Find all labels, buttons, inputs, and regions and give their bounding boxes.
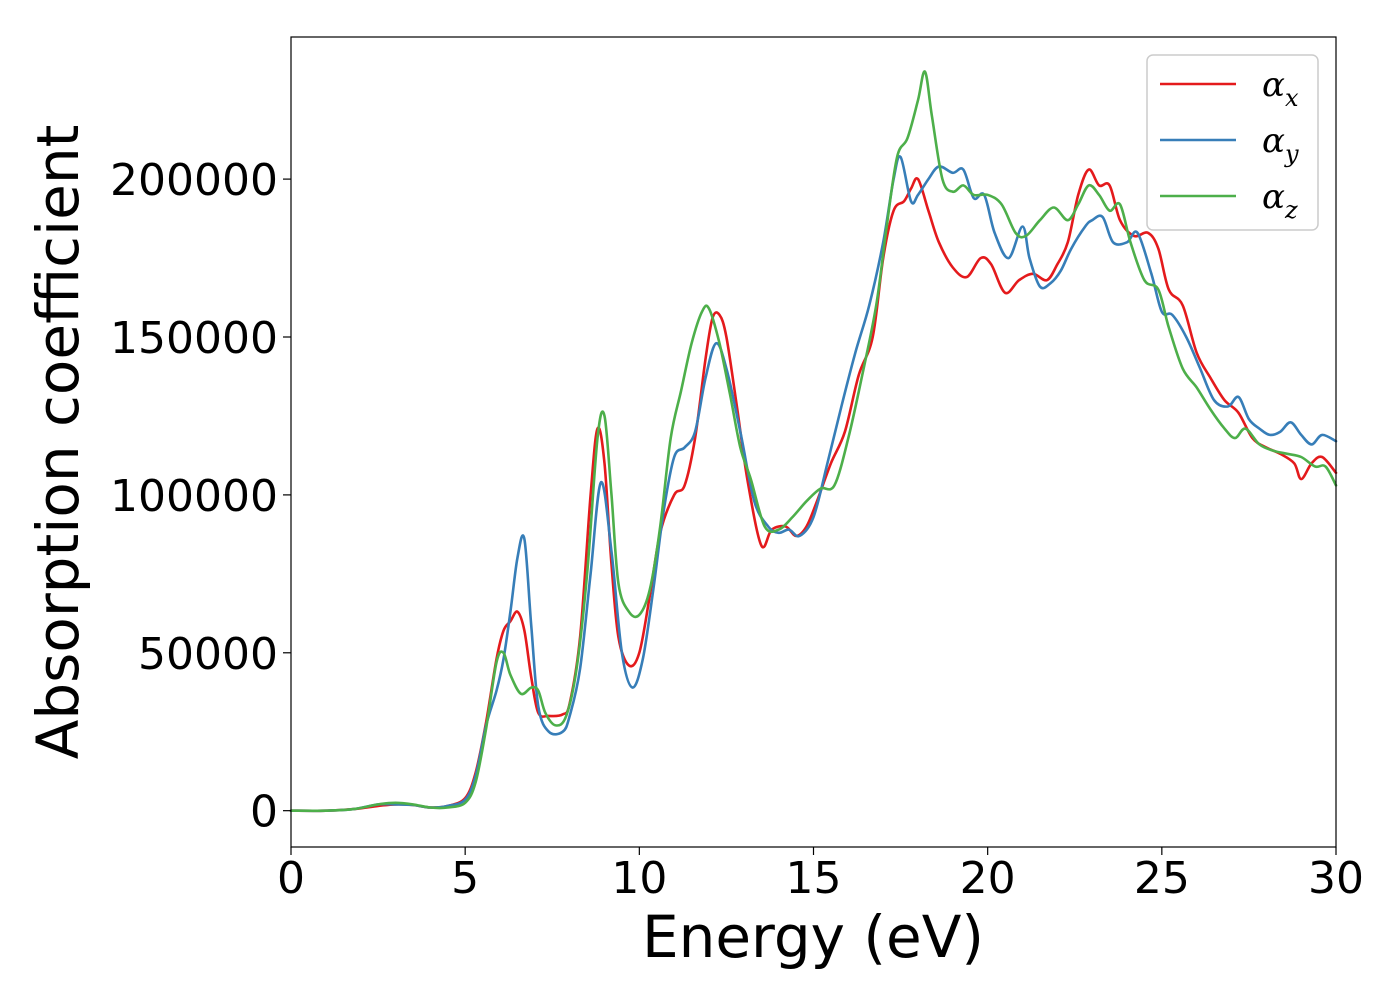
y-tick-label: 200000 xyxy=(110,155,278,206)
legend-label-x: αx xyxy=(1262,65,1299,112)
y-tick-label: 100000 xyxy=(110,471,278,522)
y-tick-label: 50000 xyxy=(138,629,278,680)
series-lines xyxy=(289,70,1338,813)
legend: αx αy αz xyxy=(1146,54,1319,231)
y-axis-label: Absorption coefficient xyxy=(24,125,92,760)
x-tick-label: 25 xyxy=(1134,853,1190,904)
legend-box xyxy=(1146,54,1319,231)
series-line-z xyxy=(289,70,1338,813)
x-tick-label: 5 xyxy=(451,853,479,904)
y-axis: 0 50000 100000 150000 200000 xyxy=(110,155,291,838)
legend-label-y: αy xyxy=(1262,121,1299,168)
x-tick-label: 30 xyxy=(1308,853,1364,904)
legend-label-z: αz xyxy=(1262,177,1298,224)
y-tick-label: 0 xyxy=(250,787,278,838)
y-tick-label: 150000 xyxy=(110,313,278,364)
x-tick-label: 20 xyxy=(960,853,1016,904)
x-tick-label: 0 xyxy=(277,853,305,904)
x-tick-label: 10 xyxy=(611,853,667,904)
series-line-y xyxy=(289,155,1338,813)
x-axis: 0 5 10 15 20 25 30 xyxy=(277,847,1364,904)
x-axis-label: Energy (eV) xyxy=(642,903,984,971)
x-tick-label: 15 xyxy=(786,853,842,904)
